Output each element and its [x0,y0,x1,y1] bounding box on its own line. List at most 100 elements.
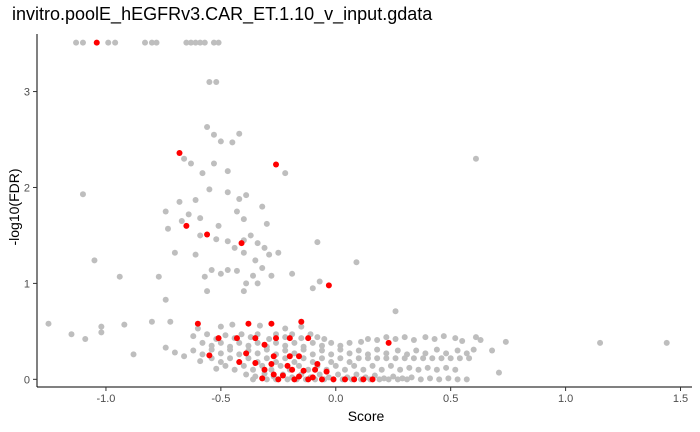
y-tick-label: 2 [24,182,30,194]
data-point [224,189,231,196]
data-point [401,334,408,341]
data-point [410,336,417,343]
data-point [277,362,284,369]
data-point [187,39,194,46]
highlighted-data-point [259,375,266,382]
data-point [291,359,298,366]
data-point [142,39,149,46]
data-point [176,198,183,205]
data-point [224,266,231,273]
data-point [236,339,243,346]
data-point [222,362,229,369]
data-point [167,318,174,325]
data-point [355,355,362,362]
data-point [130,351,137,358]
data-point [397,366,404,373]
highlighted-data-point [194,320,201,327]
data-point [383,350,390,357]
data-point [261,244,268,251]
data-point [300,355,307,362]
data-point [392,355,399,362]
highlighted-data-point [268,320,275,327]
data-point [105,39,112,46]
data-point [429,355,436,362]
data-point [284,376,291,383]
data-point [155,273,162,280]
data-point [238,331,245,338]
highlighted-data-point [305,376,312,383]
highlighted-data-point [183,222,190,229]
data-point [477,336,484,343]
data-point [227,346,234,353]
y-axis-label: -log10(FDR) [6,168,22,245]
highlighted-data-point [93,39,100,46]
data-point [148,318,155,325]
highlighted-data-point [176,149,183,156]
highlighted-data-point [286,353,293,360]
data-point [240,362,247,369]
data-point [413,347,420,354]
data-point [275,249,282,256]
highlighted-data-point [369,376,376,383]
data-point [79,39,86,46]
data-point [222,332,229,339]
data-point [376,376,383,383]
data-point [98,329,105,336]
data-point [240,249,247,256]
data-point [215,39,222,46]
data-point [192,196,199,203]
x-tick-label: -1.0 [96,393,115,405]
data-point [314,334,321,341]
data-point [190,347,197,354]
data-point [424,364,431,371]
data-point [162,296,169,303]
data-point [236,351,243,358]
data-point [381,375,388,382]
highlighted-data-point [206,352,213,359]
data-point [250,376,257,383]
data-point [243,280,250,287]
highlighted-data-point [252,360,259,367]
data-point [337,346,344,353]
highlighted-data-point [296,353,302,360]
data-point [217,339,224,346]
data-point [215,222,222,229]
data-point [341,366,348,373]
data-point [502,338,509,345]
data-point [210,39,217,46]
highlighted-data-point [330,376,337,383]
data-point [243,192,250,199]
data-point [351,362,358,369]
data-point [162,344,169,351]
highlighted-data-point [275,376,282,383]
data-point [316,278,323,285]
data-point [374,355,381,362]
data-point [263,376,270,383]
data-point [383,355,390,362]
data-point [68,331,75,338]
data-point [291,339,298,346]
highlighted-data-point [268,360,275,367]
data-point [399,375,406,382]
data-point [247,334,254,341]
data-point [456,355,463,362]
data-point [394,347,401,354]
data-point [263,355,270,362]
data-point [443,350,450,357]
data-point [328,339,335,346]
data-point [254,280,261,287]
highlighted-data-point [351,376,358,383]
data-point [217,323,224,330]
data-point [197,39,204,46]
data-point [454,347,461,354]
data-point [309,359,316,366]
data-point [495,369,502,376]
data-point [201,39,208,46]
axes: -1.0 -0.5 0.0 0.5 1.0 1.5 0 1 2 3 [24,34,692,405]
highlighted-data-point [289,366,296,373]
data-point [165,225,171,232]
data-point [282,334,289,341]
data-point [178,218,185,225]
highlighted-data-point [323,368,330,375]
